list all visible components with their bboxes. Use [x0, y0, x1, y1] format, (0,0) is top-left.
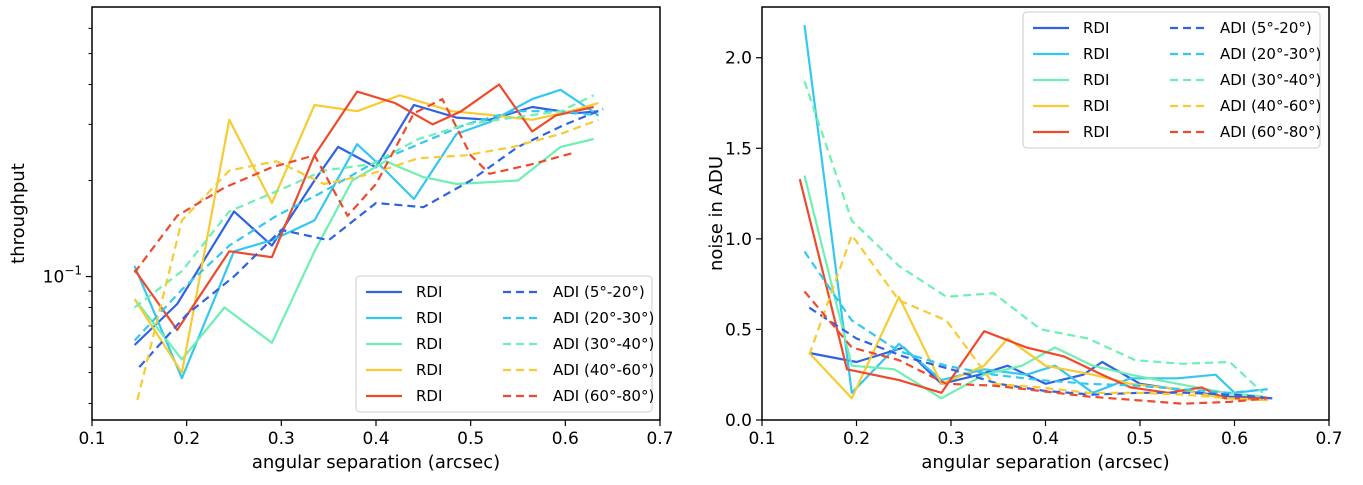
panel-1: 0.1 0.2 0.3 0.4 0.5 0.6 0.7 10−1 angular separat… — [8, 6, 674, 473]
legend-label: RDI — [1083, 19, 1109, 37]
legend-label: ADI (20°-30°) — [1220, 45, 1321, 63]
series-line-3 — [133, 137, 594, 361]
legend-label: ADI (30°-40°) — [553, 335, 654, 353]
series-line-4 — [808, 295, 1268, 402]
x-tick-label: 0.3 — [937, 429, 964, 449]
x-tick-label: 0.1 — [78, 429, 105, 449]
x-tick-label: 0.2 — [843, 429, 870, 449]
series-group — [798, 24, 1273, 405]
legend-label: RDI — [1083, 97, 1109, 115]
y-tick-label: 1.0 — [725, 230, 752, 250]
x-tick-label: 0.5 — [457, 429, 484, 449]
series-line-6 — [138, 108, 604, 368]
series-line-5 — [133, 83, 594, 332]
legend-label: RDI — [416, 387, 442, 405]
legend-label: ADI (5°-20°) — [553, 283, 645, 301]
legend-label: ADI (60°-80°) — [1220, 123, 1321, 141]
x-tick-label: 0.3 — [268, 429, 295, 449]
y-tick-label: 2.0 — [725, 49, 752, 69]
legend-label: RDI — [1083, 71, 1109, 89]
x-tick-label: 0.4 — [362, 429, 389, 449]
series-line-10 — [803, 290, 1268, 405]
legend-label: RDI — [416, 335, 442, 353]
y-tick-label: 10−1 — [43, 264, 82, 288]
legend-label: RDI — [1083, 123, 1109, 141]
x-axis-label: angular separation (arcsec) — [252, 452, 500, 473]
series-line-4 — [133, 94, 599, 374]
series-line-9 — [136, 118, 599, 401]
legend-label: RDI — [1083, 45, 1109, 63]
series-line-3 — [803, 175, 1263, 400]
x-tick-label: 0.6 — [1221, 429, 1248, 449]
series-line-2 — [803, 24, 1268, 394]
legend-label: ADI (30°-40°) — [1220, 71, 1321, 89]
y-tick-base: 10 — [43, 268, 65, 288]
y-axis-label: noise in ADU — [706, 156, 727, 271]
legend-label: ADI (40°-60°) — [553, 361, 654, 379]
legend-label: ADI (5°-20°) — [1220, 19, 1312, 37]
legend-label: ADI (20°-30°) — [553, 309, 654, 327]
panel-2: 0.1 0.2 0.3 0.4 0.5 0.6 0.7 0.0 0.5 1.0 1.5 2.0 angu… — [706, 6, 1343, 473]
y-tick-label: 0.0 — [725, 411, 752, 431]
y-tick-exponent: −1 — [64, 264, 82, 278]
x-tick-label: 0.7 — [1315, 429, 1342, 449]
legend-label: ADI (40°-60°) — [1220, 97, 1321, 115]
series-line-7 — [803, 250, 1268, 394]
series-line-6 — [808, 306, 1273, 400]
x-axis-label: angular separation (arcsec) — [921, 452, 1169, 473]
x-tick-label: 0.4 — [1032, 429, 1059, 449]
legend-label: ADI (60°-80°) — [553, 387, 654, 405]
y-tick-label: 0.5 — [725, 320, 752, 340]
x-tick-label: 0.2 — [173, 429, 200, 449]
x-tick-label: 0.6 — [552, 429, 579, 449]
x-tick-label: 0.7 — [646, 429, 673, 449]
legend-label: RDI — [416, 309, 442, 327]
x-tick-label: 0.5 — [1126, 429, 1153, 449]
legend-label: RDI — [416, 283, 442, 301]
y-tick-label: 1.5 — [725, 139, 752, 159]
y-axis-label: throughput — [8, 163, 29, 264]
x-tick-label: 0.1 — [748, 429, 775, 449]
legend: RDI RDI RDI RDI RDI ADI (5°-20°) ADI (20°-30°)… — [355, 275, 654, 413]
series-line-10 — [133, 97, 576, 274]
legend-label: RDI — [416, 361, 442, 379]
legend: RDI RDI RDI RDI RDI ADI (5°-20°) ADI (20°-30°)… — [1022, 11, 1321, 149]
series-line-8 — [133, 94, 595, 309]
series-line-8 — [803, 80, 1264, 394]
series-line-5 — [798, 178, 1263, 400]
series-group — [133, 83, 604, 401]
